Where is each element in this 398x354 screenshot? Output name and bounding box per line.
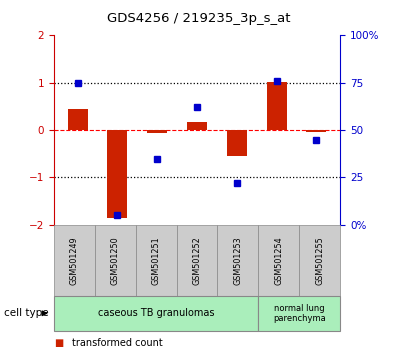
Text: GSM501251: GSM501251 [152,236,160,285]
Text: transformed count: transformed count [72,338,162,348]
Text: GSM501255: GSM501255 [315,236,324,285]
Bar [68,109,88,130]
Text: GSM501250: GSM501250 [111,236,120,285]
Text: GSM501253: GSM501253 [234,236,242,285]
Text: GSM501254: GSM501254 [274,236,283,285]
Text: GDS4256 / 219235_3p_s_at: GDS4256 / 219235_3p_s_at [107,12,291,25]
Bar [147,130,167,133]
Bar [107,130,127,218]
Text: cell type: cell type [4,308,49,318]
Text: GSM501252: GSM501252 [193,236,201,285]
Bar [306,130,326,132]
Bar [267,82,287,130]
Text: normal lung
parenchyma: normal lung parenchyma [273,304,326,323]
Bar [187,121,207,130]
Bar [227,130,247,156]
Text: GSM501249: GSM501249 [70,236,79,285]
Text: caseous TB granulomas: caseous TB granulomas [98,308,214,318]
Text: ■: ■ [54,338,63,348]
